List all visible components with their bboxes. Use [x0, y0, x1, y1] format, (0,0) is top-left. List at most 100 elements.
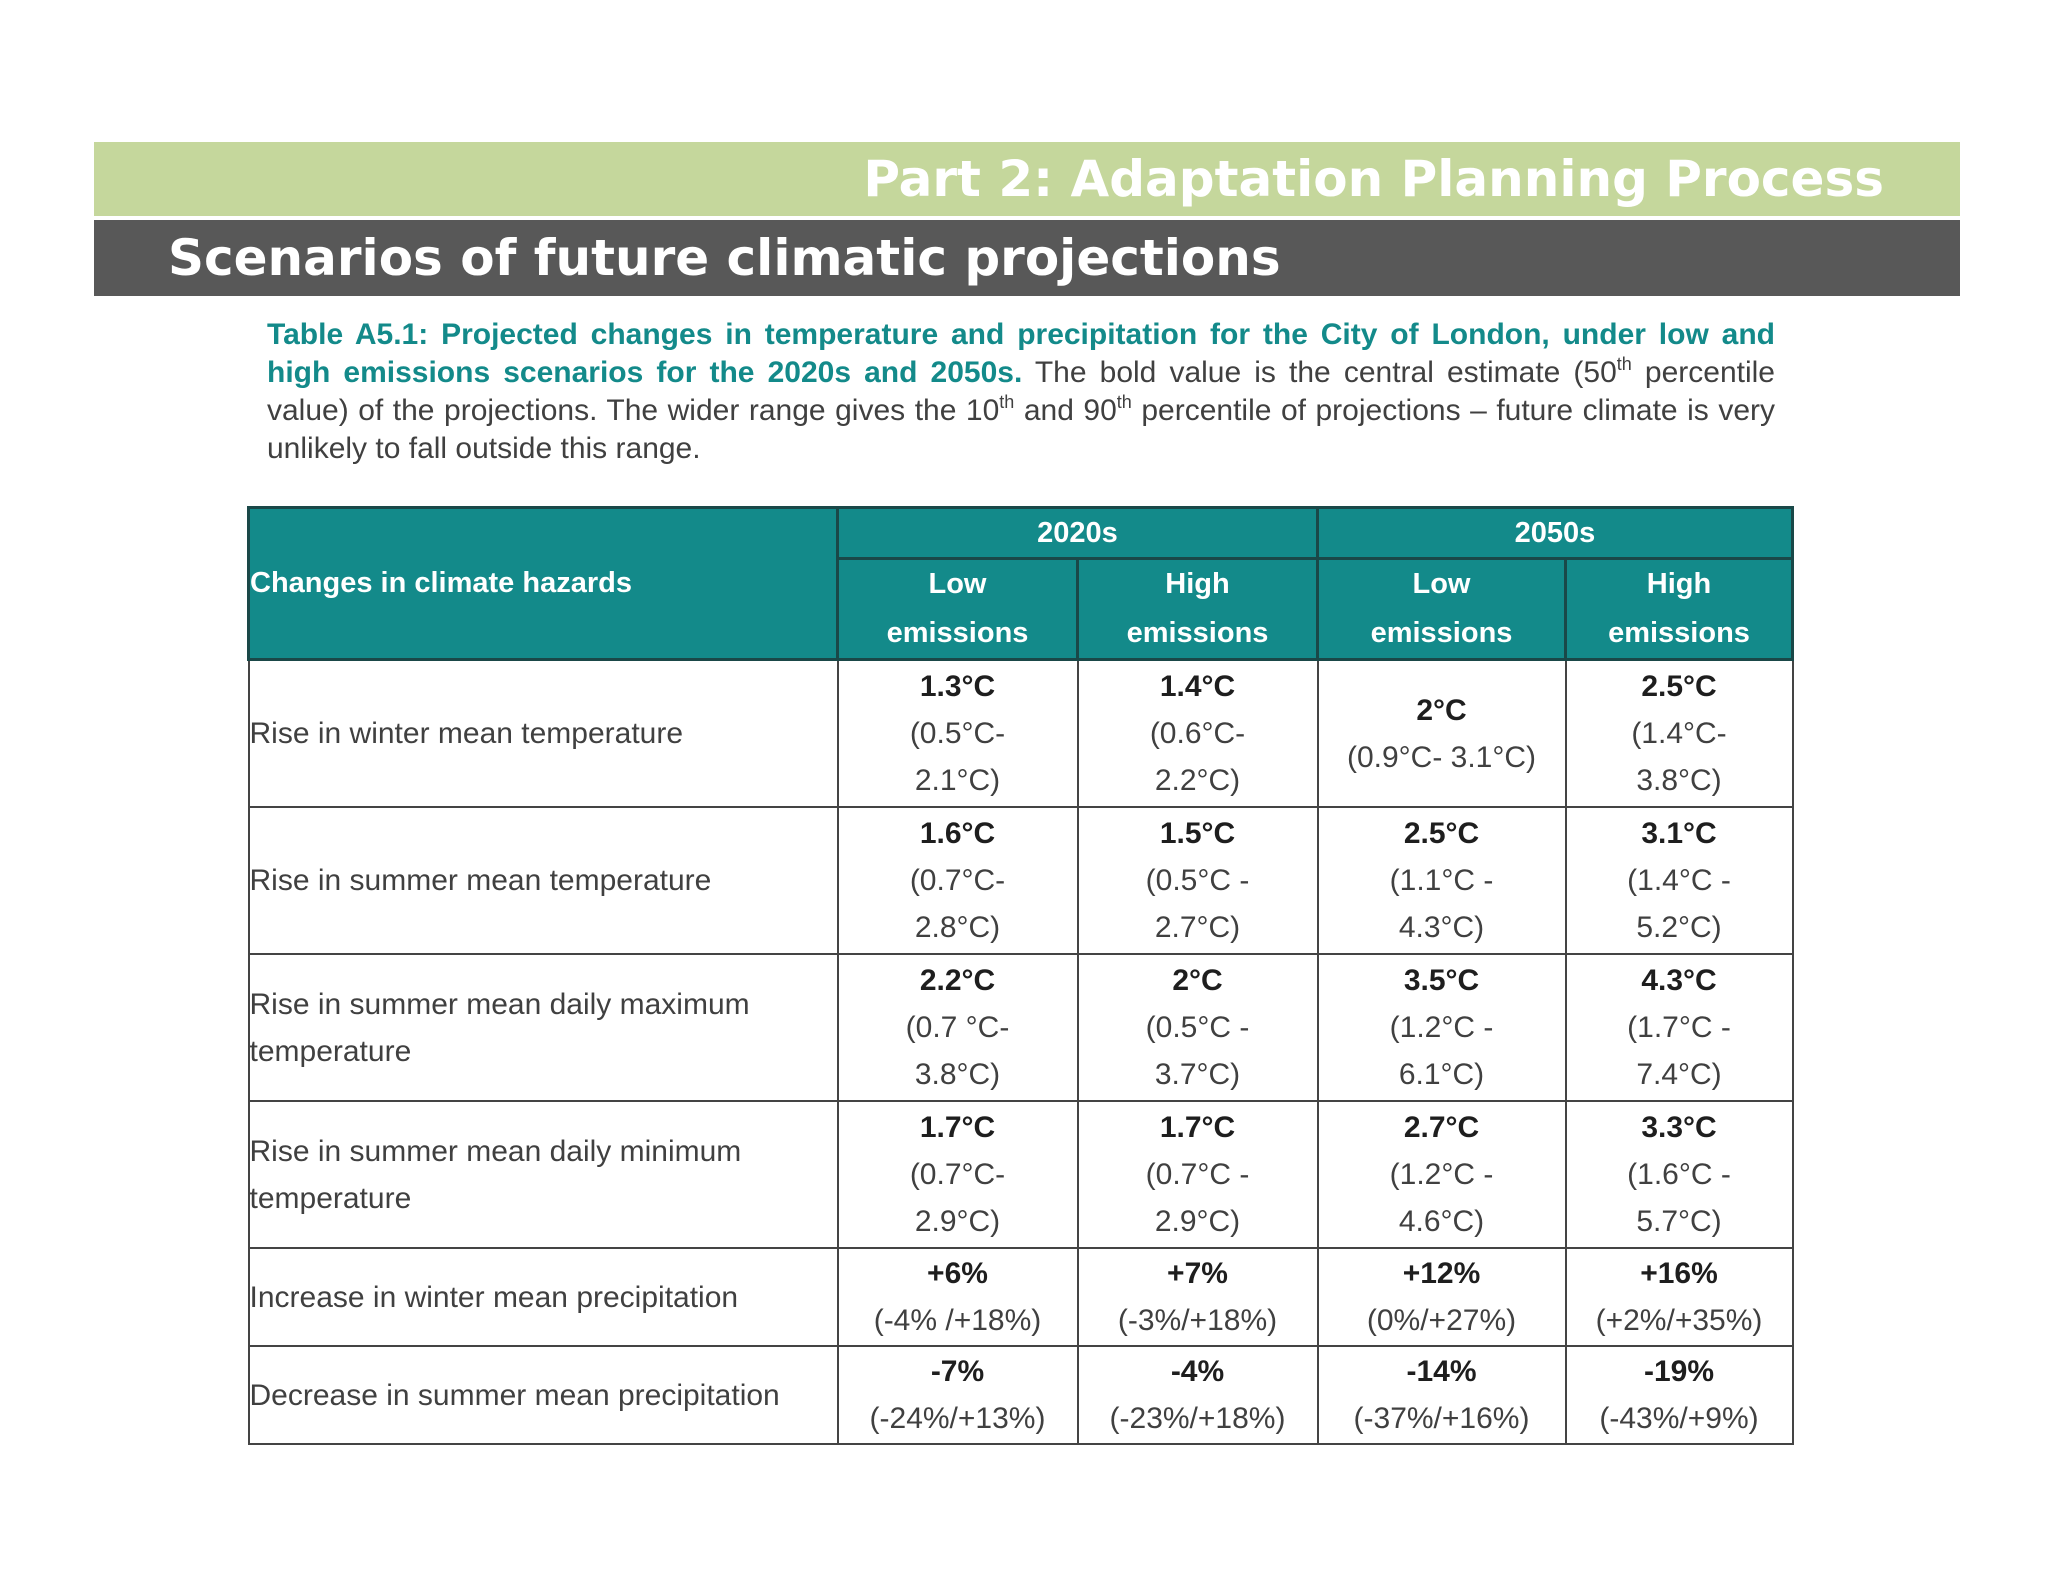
range-line: (0.7°C-: [909, 1158, 1006, 1191]
range-line: (0.7 °C-: [905, 1011, 1010, 1044]
central-estimate: +6%: [927, 1257, 988, 1290]
emissions-header-line1: High: [1165, 568, 1230, 600]
range-line: (0.5°C -: [1145, 1011, 1250, 1044]
value-cell: 2.5°C (1.4°C- 3.8°C): [1564, 658, 1794, 808]
range-line: (0.7°C-: [909, 864, 1006, 897]
range-line: (-3%/+18%): [1117, 1304, 1278, 1337]
hazard-label: Rise in winter mean temperature: [247, 658, 839, 808]
caption-bold-lead: Table A5.1: Projected changes in tempera…: [267, 318, 1775, 389]
central-estimate: 3.3°C: [1641, 1111, 1717, 1144]
range-line: (1.4°C -: [1627, 864, 1731, 897]
central-estimate: 2.7°C: [1403, 1111, 1480, 1144]
range-line: 3.8°C): [914, 1058, 1001, 1091]
emissions-header: High emissions: [1076, 557, 1319, 661]
caption-sup-c: th: [1116, 392, 1132, 412]
range-line: 2.8°C): [914, 911, 1001, 944]
range-line: 5.7°C): [1636, 1205, 1722, 1238]
value-cell: 2°C (0.5°C - 3.7°C): [1076, 953, 1319, 1102]
slide-title-band: Scenarios of future climatic projections: [94, 220, 1960, 296]
value-cell: 2.2°C (0.7 °C- 3.8°C): [836, 953, 1079, 1102]
table-row: Rise in winter mean temperature 1.3°C (0.5…: [247, 658, 1794, 808]
emissions-header: Low emissions: [836, 557, 1079, 661]
slide-title: Scenarios of future climatic projections: [168, 229, 1281, 287]
range-line: (1.2°C -: [1389, 1158, 1494, 1191]
caption-text-b: percentile value) of the projections. Th…: [267, 356, 1775, 427]
central-estimate: 3.1°C: [1641, 817, 1717, 850]
value-cell: +6% (-4% /+18%): [836, 1247, 1079, 1347]
value-cell: -19% (-43%/+9%): [1564, 1345, 1794, 1445]
range-line: (0.6°C-: [1149, 717, 1246, 750]
range-line: 2.7°C): [1154, 911, 1241, 944]
hazard-label: Increase in winter mean precipitation: [247, 1247, 839, 1347]
value-cell: 1.3°C (0.5°C- 2.1°C): [836, 658, 1079, 808]
range-line: (1.1°C -: [1389, 864, 1494, 897]
central-estimate: -4%: [1170, 1355, 1225, 1388]
emissions-header-line2: emissions: [1608, 617, 1750, 649]
range-line: (0.9°C- 3.1°C): [1346, 740, 1537, 774]
emissions-header-line2: emissions: [886, 617, 1029, 649]
table-row: Rise in summer mean daily minimum temper…: [247, 1100, 1794, 1249]
range-line: 3.8°C): [1636, 764, 1722, 797]
central-estimate: -7%: [930, 1355, 985, 1388]
range-line: (1.7°C -: [1627, 1011, 1731, 1044]
range-line: 2.9°C): [1154, 1205, 1241, 1238]
caption-sup-b: th: [999, 392, 1015, 412]
range-line: (1.6°C -: [1627, 1158, 1731, 1191]
range-line: (-43%/+9%): [1599, 1402, 1759, 1435]
table-row: Increase in winter mean precipitation +6%…: [247, 1247, 1794, 1347]
value-cell: 3.5°C (1.2°C - 6.1°C): [1316, 953, 1567, 1102]
range-line: 7.4°C): [1636, 1058, 1722, 1091]
range-line: (+2%/+35%): [1595, 1304, 1763, 1337]
central-estimate: 1.6°C: [919, 817, 996, 850]
central-estimate: 2.5°C: [1403, 817, 1480, 850]
table-row: Decrease in summer mean precipitation -7%…: [247, 1345, 1794, 1445]
hazard-label: Decrease in summer mean precipitation: [247, 1345, 839, 1445]
central-estimate: 1.7°C: [919, 1111, 996, 1144]
central-estimate: 1.4°C: [1159, 670, 1236, 703]
range-line: (0.5°C -: [1145, 864, 1250, 897]
range-line: 4.6°C): [1398, 1205, 1485, 1238]
table-caption: Table A5.1: Projected changes in tempera…: [267, 316, 1775, 468]
value-cell: -4% (-23%/+18%): [1076, 1345, 1319, 1445]
central-estimate: 1.7°C: [1159, 1111, 1236, 1144]
caption-sup-a: th: [1616, 354, 1632, 374]
hazard-column-header: Changes in climate hazards: [247, 506, 839, 661]
value-cell: -7% (-24%/+13%): [836, 1345, 1079, 1445]
period-header-2050s: 2050s: [1316, 506, 1794, 560]
range-line: (-37%/+16%): [1353, 1402, 1530, 1435]
emissions-header: High emissions: [1564, 557, 1794, 661]
caption-text-d: percentile of projections – future clima…: [267, 394, 1775, 465]
value-cell: 1.5°C (0.5°C - 2.7°C): [1076, 806, 1319, 955]
emissions-header-line1: Low: [928, 568, 987, 600]
table-body: Rise in winter mean temperature 1.3°C (0.5…: [247, 658, 1794, 1445]
table-row: Rise in summer mean temperature 1.6°C (0.7…: [247, 806, 1794, 955]
range-line: 6.1°C): [1398, 1058, 1485, 1091]
central-estimate: 2.2°C: [919, 964, 996, 997]
central-estimate: 4.3°C: [1641, 964, 1717, 997]
hazard-label: Rise in summer mean temperature: [247, 806, 839, 955]
range-line: (-4% /+18%): [873, 1304, 1042, 1337]
value-cell: 3.1°C (1.4°C - 5.2°C): [1564, 806, 1794, 955]
range-line: 3.7°C): [1154, 1058, 1241, 1091]
central-estimate: 2.5°C: [1641, 670, 1717, 703]
range-line: 2.2°C): [1154, 764, 1241, 797]
emissions-header-line2: emissions: [1126, 617, 1269, 649]
value-cell: +12% (0%/+27%): [1316, 1247, 1567, 1347]
range-line: 2.9°C): [914, 1205, 1001, 1238]
period-header-2020s: 2020s: [836, 506, 1319, 560]
table-row: Rise in summer mean daily maximum temper…: [247, 953, 1794, 1102]
central-estimate: -19%: [1643, 1355, 1715, 1388]
range-line: (1.2°C -: [1389, 1011, 1494, 1044]
range-line: 2.1°C): [914, 764, 1001, 797]
range-line: (0.7°C -: [1145, 1158, 1250, 1191]
emissions-header-line1: High: [1646, 568, 1712, 600]
central-estimate: -14%: [1406, 1355, 1477, 1388]
range-line: (0.5°C-: [909, 717, 1006, 750]
part-title: Part 2: Adaptation Planning Process: [863, 150, 1884, 208]
range-line: (0%/+27%): [1366, 1304, 1517, 1337]
hazard-label: Rise in summer mean daily maximum temper…: [247, 953, 839, 1102]
value-cell: 1.4°C (0.6°C- 2.2°C): [1076, 658, 1319, 808]
central-estimate: +16%: [1640, 1257, 1718, 1290]
value-cell: 1.6°C (0.7°C- 2.8°C): [836, 806, 1079, 955]
value-cell: 3.3°C (1.6°C - 5.7°C): [1564, 1100, 1794, 1249]
